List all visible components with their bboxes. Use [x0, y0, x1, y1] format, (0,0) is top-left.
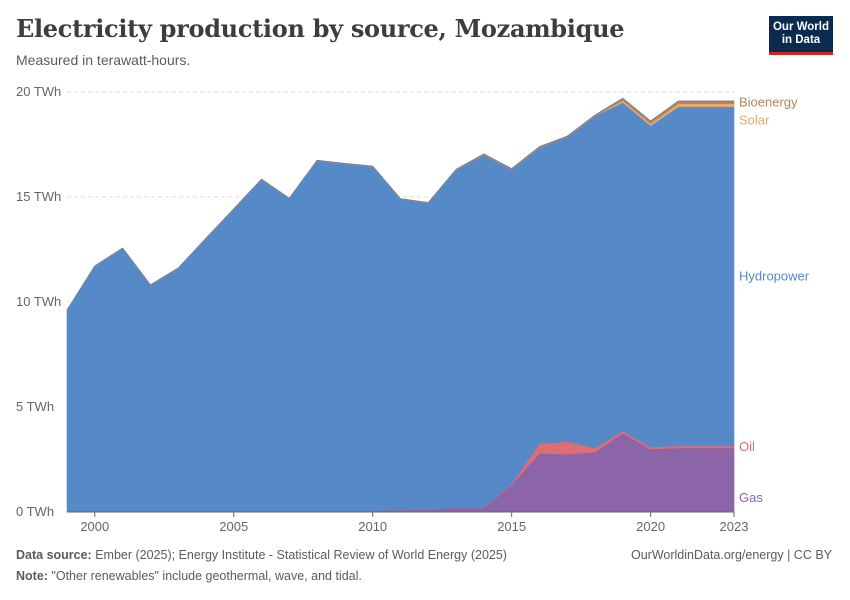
- note-text: "Other renewables" include geothermal, w…: [47, 569, 362, 583]
- series-label-solar: Solar: [739, 112, 770, 127]
- y-tick-label: 5 TWh: [16, 399, 54, 414]
- area-top-outline: [66, 97, 734, 311]
- series-label-oil: Oil: [739, 439, 755, 454]
- credit-link[interactable]: OurWorldinData.org/energy | CC BY: [630, 548, 832, 562]
- y-tick-label: 15 TWh: [16, 189, 61, 204]
- data-source-text: Ember (2025); Energy Institute - Statist…: [91, 548, 507, 562]
- x-tick-label: 2015: [497, 519, 526, 534]
- page-title: Electricity production by source, Mozamb…: [16, 14, 625, 43]
- x-tick-label: 2020: [636, 519, 665, 534]
- y-tick-label: 20 TWh: [16, 84, 61, 99]
- x-tick-label: 2023: [720, 519, 749, 534]
- series-label-bioenergy: Bioenergy: [739, 94, 798, 109]
- area-series: [66, 97, 735, 513]
- y-tick-label: 10 TWh: [16, 294, 61, 309]
- logo-line-2: in Data: [781, 34, 821, 46]
- data-source-label: Data source:: [16, 548, 92, 562]
- owid-logo[interactable]: Our World in Data: [769, 16, 833, 55]
- x-tick-label: 2010: [358, 519, 387, 534]
- page-subtitle: Measured in terawatt-hours.: [16, 52, 191, 68]
- series-labels: Bioenergy Solar Hydropower Oil Gas: [739, 94, 810, 505]
- x-axis: 2000 2005 2010 2015 2020 2023: [67, 511, 749, 534]
- logo-line-1: Our World: [772, 21, 829, 33]
- y-tick-label: 0 TWh: [16, 504, 54, 519]
- chart-note: Note: "Other renewables" include geother…: [16, 569, 362, 583]
- note-label: Note:: [16, 569, 48, 583]
- data-source: Data source: Ember (2025); Energy Instit…: [16, 548, 507, 562]
- x-tick-label: 2005: [219, 519, 248, 534]
- y-axis-ticks: 0 TWh 5 TWh 10 TWh 15 TWh 20 TWh: [16, 84, 61, 519]
- series-label-hydropower: Hydropower: [739, 268, 810, 283]
- x-tick-label: 2000: [80, 519, 109, 534]
- series-label-gas: Gas: [739, 490, 763, 505]
